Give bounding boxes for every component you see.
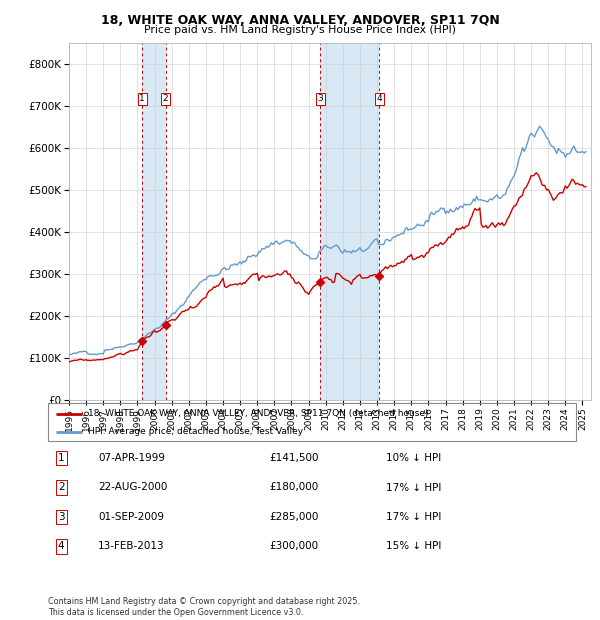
Text: 13-FEB-2013: 13-FEB-2013 <box>98 541 165 551</box>
Text: 1: 1 <box>139 94 145 103</box>
Text: 1: 1 <box>58 453 65 463</box>
Text: 10% ↓ HPI: 10% ↓ HPI <box>386 453 441 463</box>
Text: Price paid vs. HM Land Registry's House Price Index (HPI): Price paid vs. HM Land Registry's House … <box>144 25 456 35</box>
Text: 17% ↓ HPI: 17% ↓ HPI <box>386 512 441 522</box>
Bar <box>320 43 379 400</box>
Text: 18, WHITE OAK WAY, ANNA VALLEY, ANDOVER, SP11 7QN (detached house): 18, WHITE OAK WAY, ANNA VALLEY, ANDOVER,… <box>88 409 428 419</box>
Text: 3: 3 <box>317 94 323 103</box>
Text: £300,000: £300,000 <box>270 541 319 551</box>
Text: 2: 2 <box>163 94 169 103</box>
Text: 18, WHITE OAK WAY, ANNA VALLEY, ANDOVER, SP11 7QN: 18, WHITE OAK WAY, ANNA VALLEY, ANDOVER,… <box>101 14 499 27</box>
Bar <box>142 43 166 400</box>
Text: 4: 4 <box>58 541 65 551</box>
Text: 3: 3 <box>58 512 65 522</box>
Text: 17% ↓ HPI: 17% ↓ HPI <box>386 482 441 492</box>
Text: £285,000: £285,000 <box>270 512 319 522</box>
Text: 15% ↓ HPI: 15% ↓ HPI <box>386 541 441 551</box>
Text: 07-APR-1999: 07-APR-1999 <box>98 453 165 463</box>
Text: 2: 2 <box>58 482 65 492</box>
Text: HPI: Average price, detached house, Test Valley: HPI: Average price, detached house, Test… <box>88 427 303 436</box>
Text: Contains HM Land Registry data © Crown copyright and database right 2025.
This d: Contains HM Land Registry data © Crown c… <box>48 598 360 617</box>
Text: 01-SEP-2009: 01-SEP-2009 <box>98 512 164 522</box>
Text: £180,000: £180,000 <box>270 482 319 492</box>
Text: 4: 4 <box>376 94 382 103</box>
Text: 22-AUG-2000: 22-AUG-2000 <box>98 482 167 492</box>
Text: £141,500: £141,500 <box>270 453 319 463</box>
